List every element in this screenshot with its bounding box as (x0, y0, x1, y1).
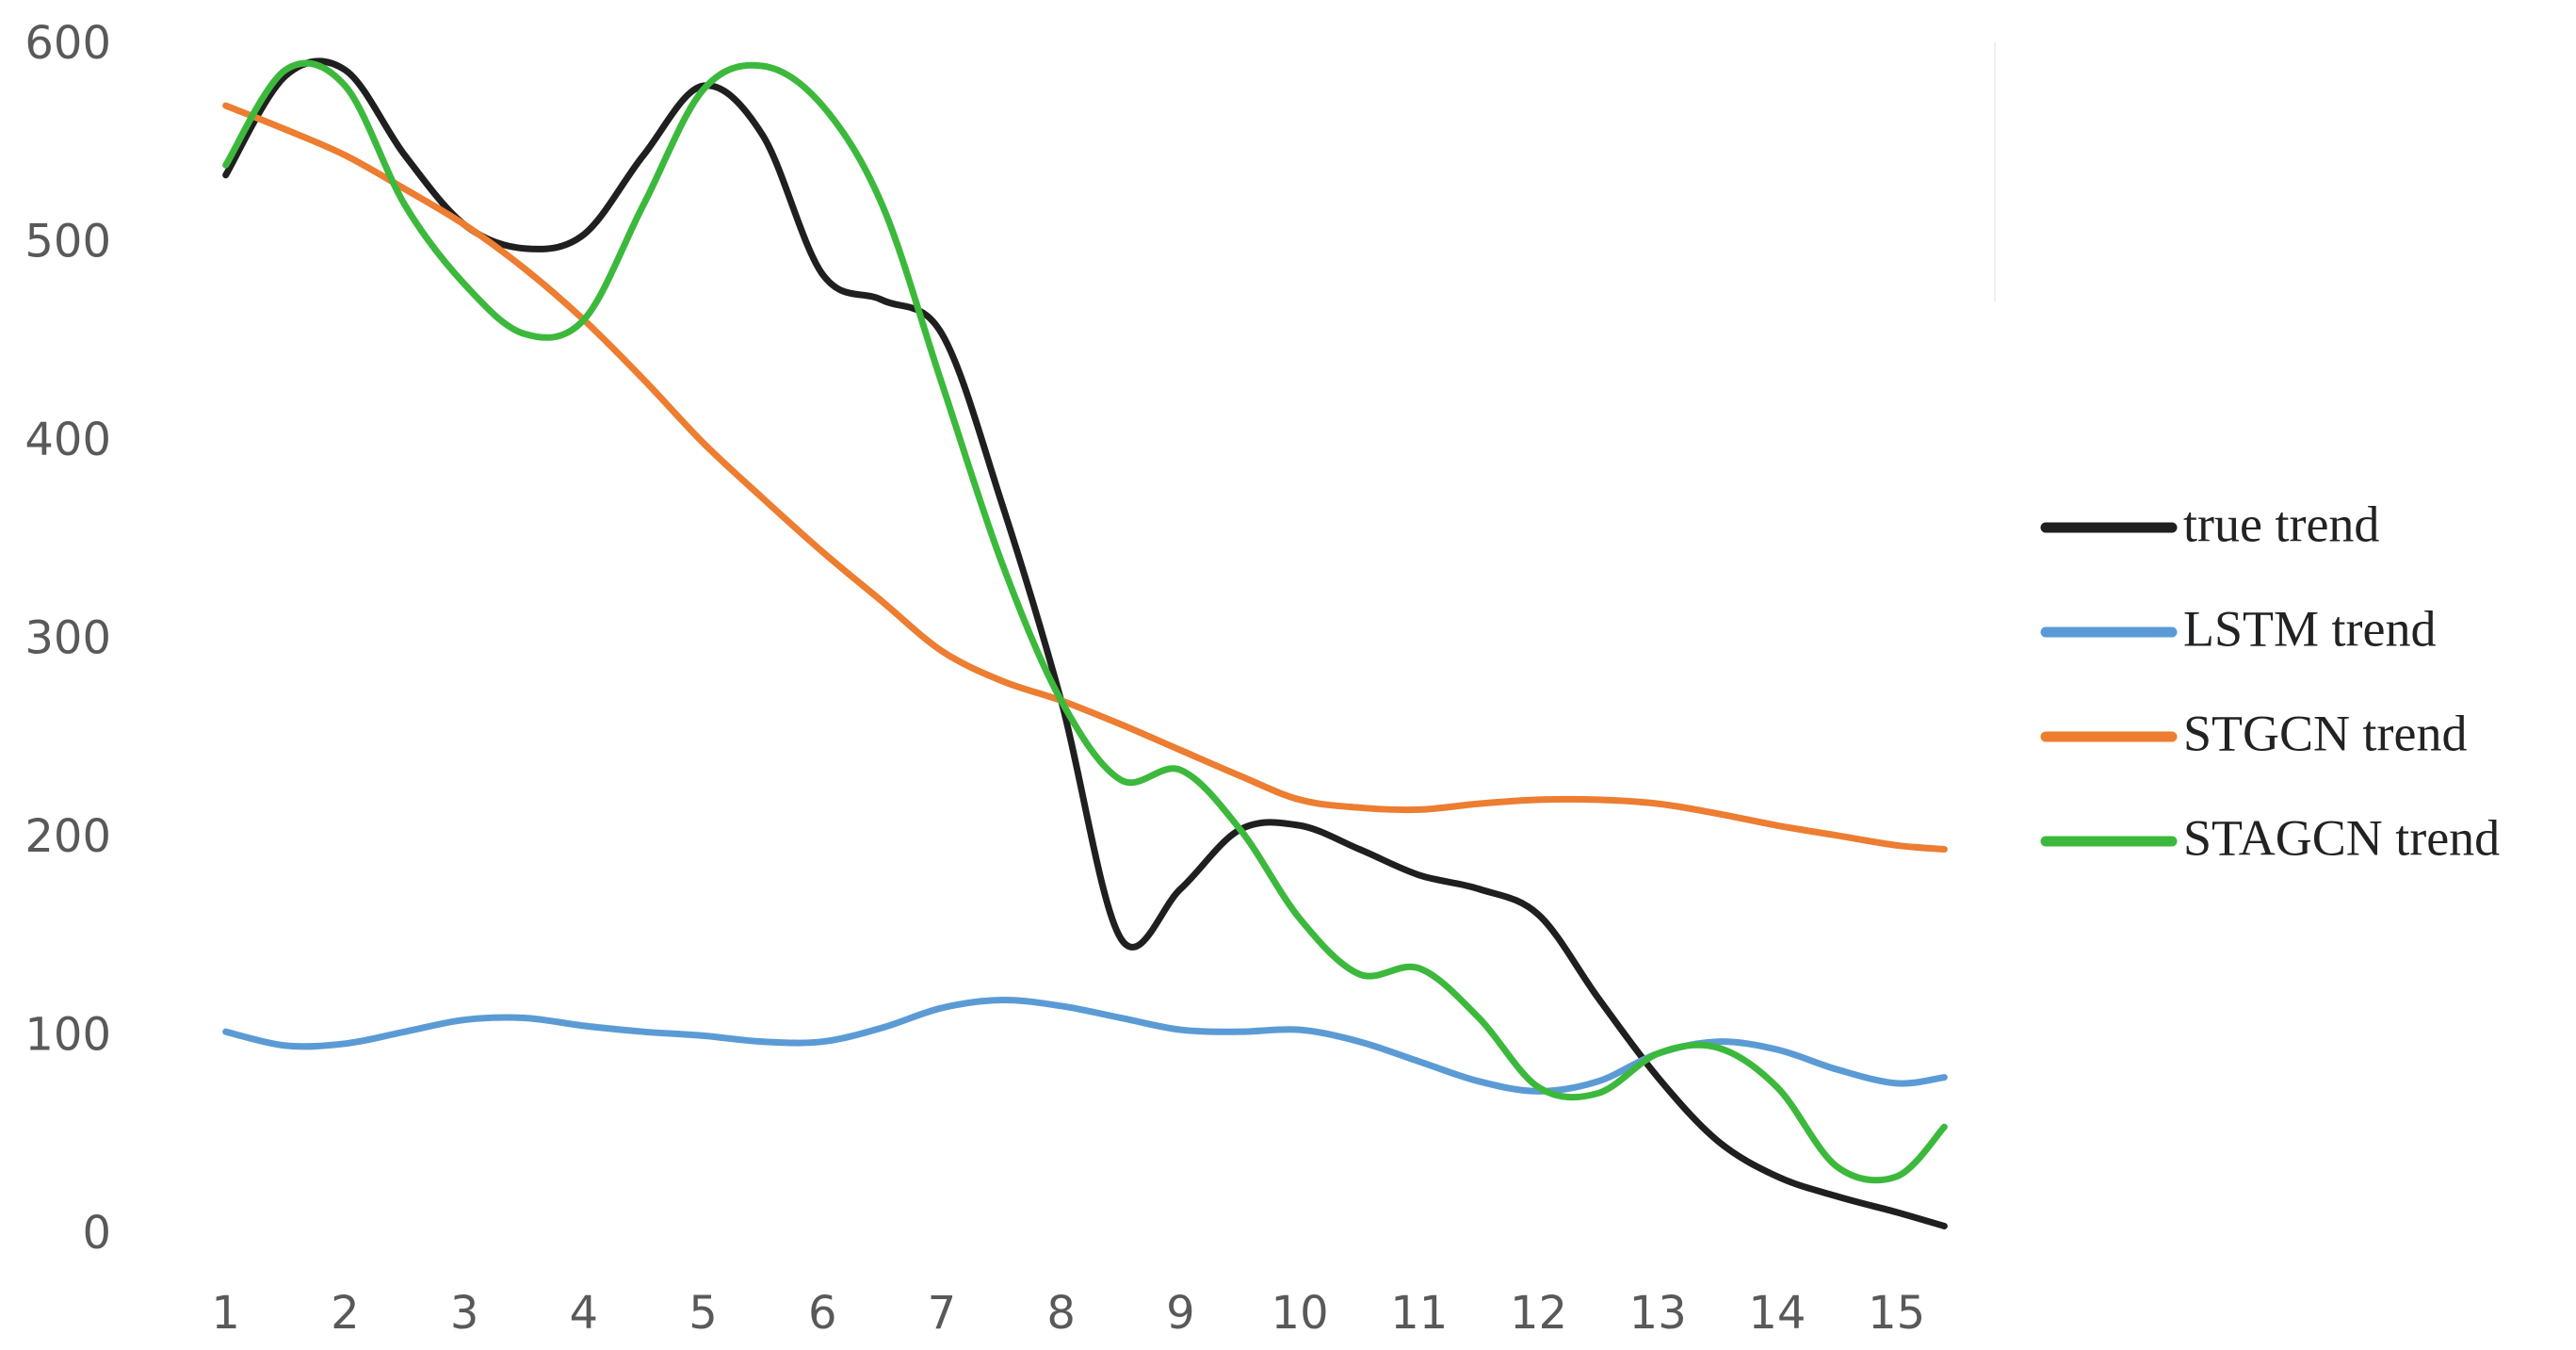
y-tick-label: 200 (24, 810, 111, 863)
x-tick-label: 3 (450, 1287, 479, 1340)
y-tick-label: 300 (24, 612, 111, 665)
legend-label: LSTM trend (2183, 600, 2436, 657)
x-tick-label: 5 (689, 1287, 718, 1340)
x-tick-label: 4 (570, 1287, 599, 1340)
x-tick-label: 15 (1868, 1287, 1925, 1340)
y-tick-label: 100 (24, 1009, 111, 1062)
y-tick-label: 600 (24, 17, 111, 70)
x-tick-label: 14 (1748, 1287, 1806, 1340)
x-tick-label: 6 (808, 1287, 837, 1340)
x-tick-label: 1 (211, 1287, 240, 1340)
x-tick-label: 9 (1166, 1287, 1195, 1340)
y-tick-label: 0 (82, 1207, 111, 1260)
x-tick-label: 7 (928, 1287, 957, 1340)
x-tick-label: 2 (331, 1287, 360, 1340)
series-line (222, 59, 1948, 1184)
y-tick-label: 400 (24, 414, 111, 466)
x-tick-label: 10 (1272, 1287, 1329, 1340)
x-tick-label: 11 (1390, 1287, 1448, 1340)
x-tick-label: 13 (1629, 1287, 1687, 1340)
legend-label: STGCN trend (2183, 705, 2467, 761)
legend-label: true trend (2183, 496, 2379, 552)
y-tick-label: 500 (24, 216, 111, 268)
legend-label: STAGCN trend (2183, 809, 2500, 866)
x-tick-label: 8 (1046, 1287, 1076, 1340)
x-tick-label: 12 (1510, 1287, 1567, 1340)
